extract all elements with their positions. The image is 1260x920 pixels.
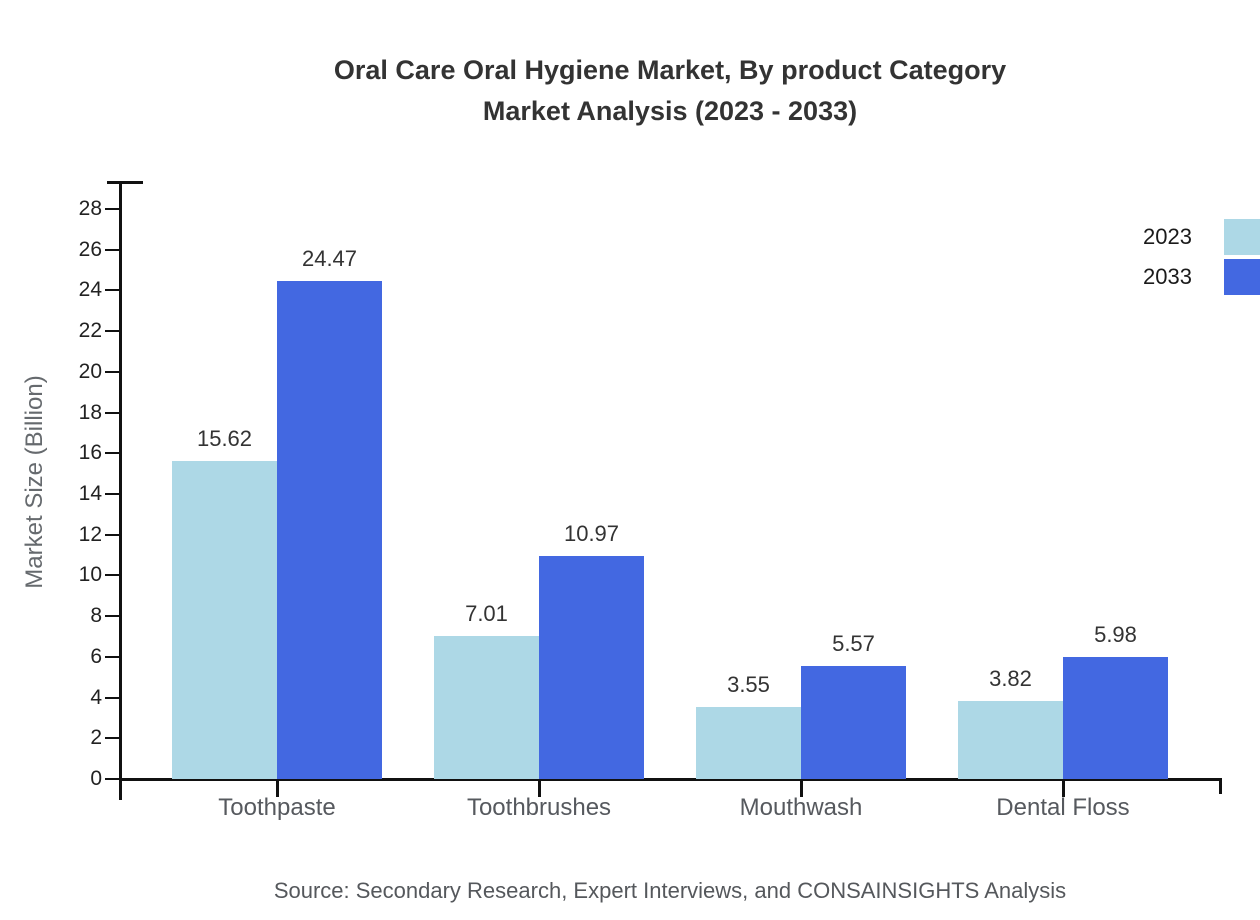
x-axis-line [119,778,1222,781]
bar-value-label: 5.57 [832,630,875,656]
y-axis-top-cap [107,181,143,184]
y-axis-tick [105,452,119,455]
bar-2023-toothpaste [172,461,277,779]
bar-2033-toothpaste [277,280,382,779]
x-axis-end-cap [1219,778,1222,794]
y-axis-tick [105,208,119,210]
y-axis-tick [105,737,119,740]
bar-2033-mouthwash [801,665,906,779]
y-axis-tick-label: 20 [78,359,102,383]
y-axis-tick [105,493,119,495]
legend-swatch [1224,219,1260,255]
y-axis-tick-label: 4 [90,685,102,709]
x-axis-tick [538,781,541,797]
chart-title: Oral Care Oral Hygiene Market, By produc… [80,50,1260,132]
y-axis-tick-label: 6 [90,644,102,668]
bar-value-label: 24.47 [301,245,358,271]
legend-item-2023: 2023 [1143,217,1260,257]
x-axis-category-label: Toothbrushes [466,794,612,821]
legend-item-2033: 2033 [1143,257,1260,297]
x-axis-tick [1062,781,1065,797]
y-axis-tick [105,574,119,577]
y-axis-tick [105,696,119,699]
y-axis-tick-label: 16 [78,441,102,465]
y-axis-tick-label: 24 [78,278,102,302]
chart-title-line1: Oral Care Oral Hygiene Market, By produc… [333,55,1007,85]
y-axis-tick [105,289,119,292]
legend-label: 2033 [1143,264,1192,289]
y-axis-tick [105,655,119,658]
x-axis-tick [276,781,279,797]
legend-swatch [1224,259,1260,295]
y-axis-line [119,181,122,800]
bar-value-label: 5.98 [1094,622,1137,648]
y-axis-tick [105,778,119,780]
bar-2033-dental-floss [1063,657,1168,779]
source-note: Source: Secondary Research, Expert Inter… [273,878,1067,903]
chart-title-line2: Market Analysis (2023 - 2033) [482,96,858,126]
y-axis-tick-label: 18 [78,400,102,424]
y-axis-tick-label: 10 [78,563,102,587]
y-axis-tick-label: 14 [78,482,102,505]
bar-2033-toothbrushes [539,555,644,779]
y-axis-tick [105,248,119,251]
x-axis-category-label: Mouthwash [739,794,863,821]
legend: 2023 2033 [1143,217,1260,297]
x-axis-category-label: Dental Floss [996,794,1130,821]
bar-value-label: 10.97 [563,520,620,546]
bar-value-label: 3.82 [989,666,1032,692]
y-axis-tick-label: 22 [78,319,102,343]
y-axis-tick-label: 28 [78,197,102,220]
y-axis-tick-label: 26 [78,237,102,261]
bar-value-label: 15.62 [196,426,253,452]
bar-2023-dental-floss [958,701,1063,779]
legend-label: 2023 [1143,224,1192,249]
bar-value-label: 7.01 [465,601,508,627]
y-axis-tick [105,330,119,333]
y-axis-tick [105,411,119,414]
x-axis-tick [800,781,803,797]
y-axis-tick-label: 8 [90,604,102,628]
y-axis-tick-label: 2 [90,726,102,750]
y-axis-tick [105,370,119,373]
y-axis-tick-label: 12 [78,522,102,546]
bar-2023-toothbrushes [434,636,539,779]
x-axis-category-label: Toothpaste [218,794,336,821]
y-axis-tick [105,615,119,618]
bar-value-label: 3.55 [727,671,770,697]
y-axis-tick [105,533,119,536]
bar-2023-mouthwash [696,706,801,779]
y-axis-tick-label: 0 [90,767,102,790]
